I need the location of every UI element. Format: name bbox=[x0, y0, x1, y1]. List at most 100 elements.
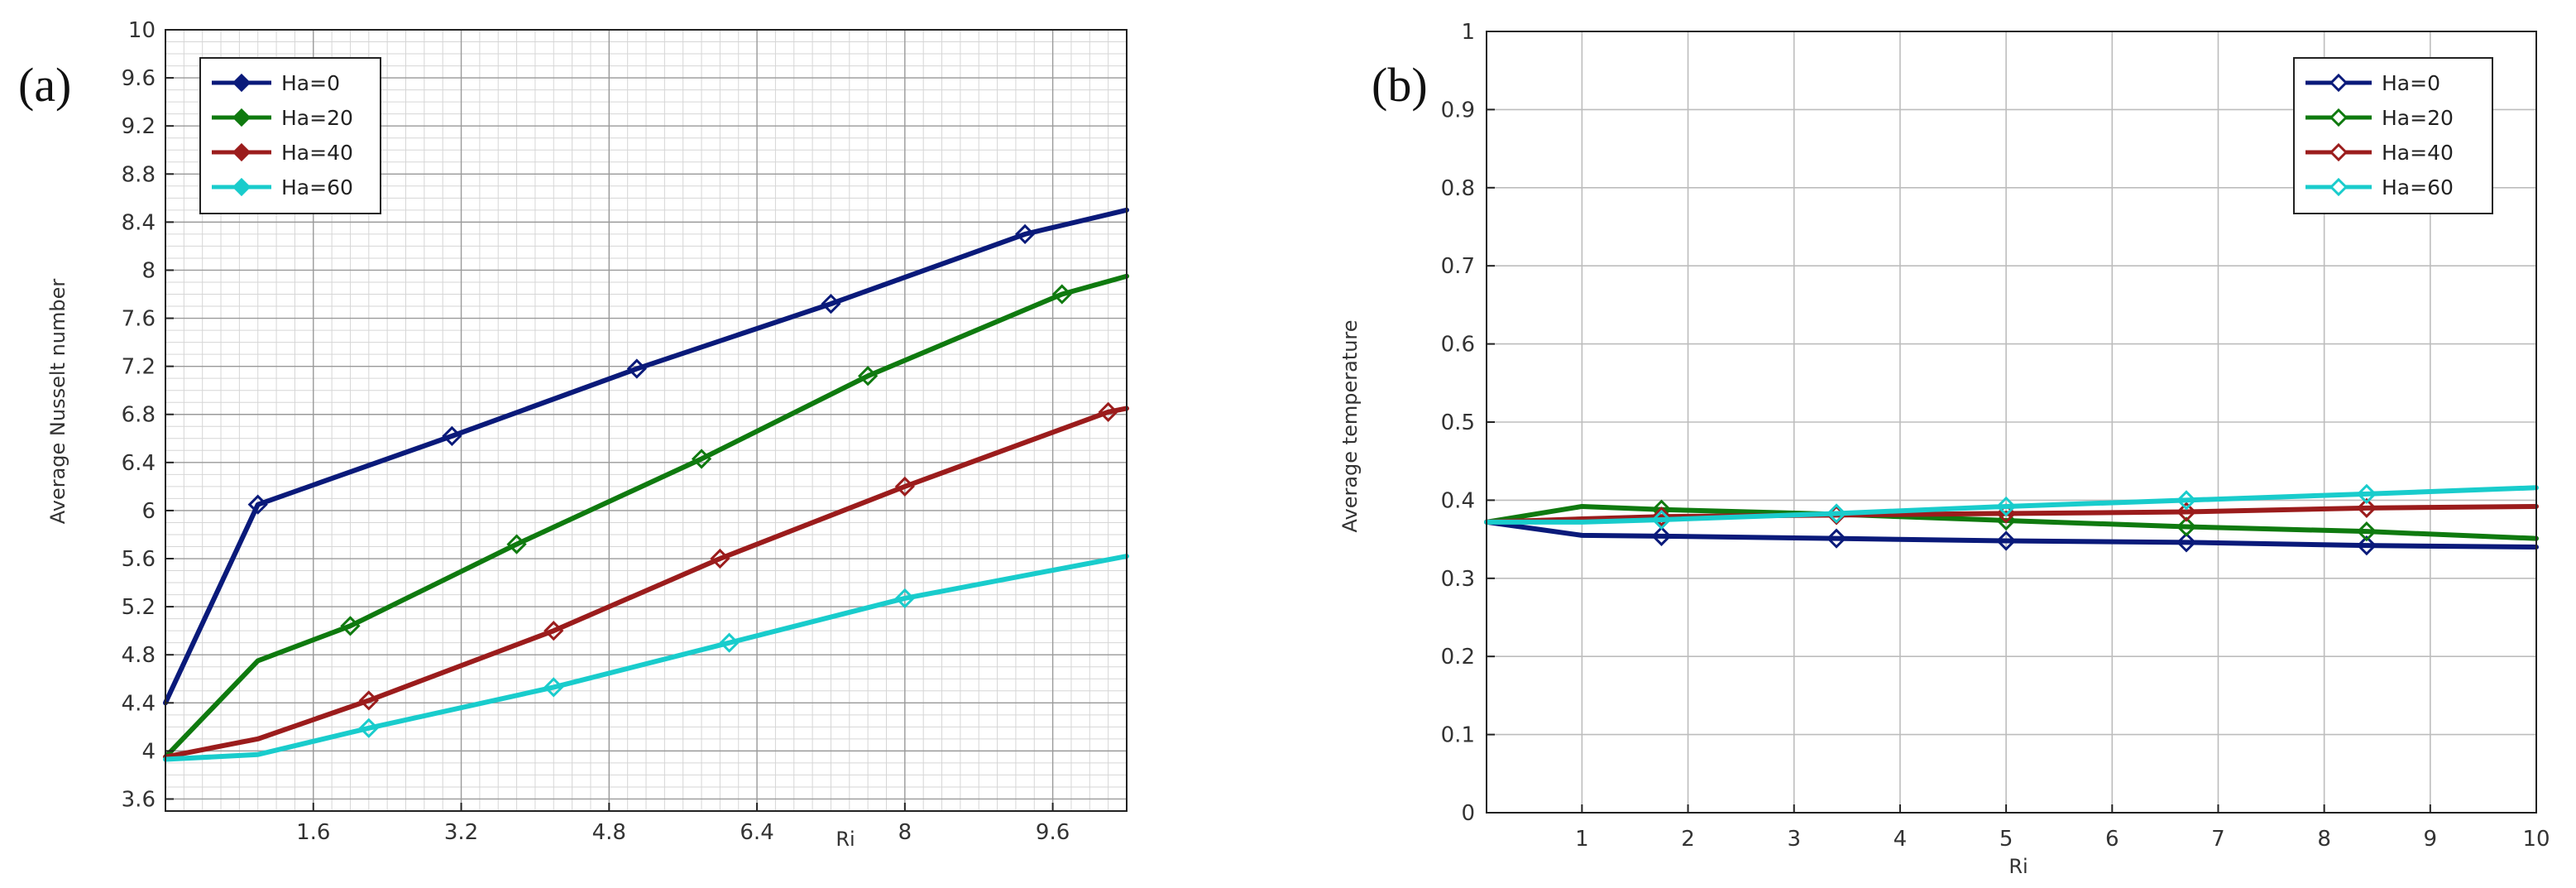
panel-a-series-marker-0 bbox=[626, 358, 647, 379]
panel-b-series-marker-0 bbox=[2356, 535, 2377, 556]
panel-a-legend-label-2: Ha=40 bbox=[281, 141, 353, 165]
panel-a-series-marker-3 bbox=[543, 677, 564, 698]
panel-a-x-tick-label: 1.6 bbox=[296, 820, 330, 845]
panel-a-y-axis-title: Average Nusselt number bbox=[46, 279, 69, 525]
panel-b-y-tick-label: 0.6 bbox=[1441, 333, 1475, 358]
panel-b-series-marker-3 bbox=[2356, 483, 2377, 504]
panel-a-y-tick-label: 6.8 bbox=[122, 403, 156, 428]
panel-a-y-tick-label: 5.2 bbox=[122, 595, 156, 620]
panel-b-x-tick-label: 4 bbox=[1894, 827, 1908, 852]
panel-a-y-tick-label: 7.2 bbox=[122, 355, 156, 380]
panel-b-legend-label-3: Ha=60 bbox=[2382, 175, 2454, 199]
panel-b-series-line-0 bbox=[1484, 519, 2539, 550]
panel-a-legend-label-1: Ha=20 bbox=[281, 106, 353, 130]
panel-a-y-tick-label: 4 bbox=[141, 739, 156, 764]
panel-a-y-tick-label: 8.4 bbox=[122, 210, 156, 235]
panel-a-y-tick-label: 3.6 bbox=[122, 787, 156, 812]
panel-b-series-marker-0 bbox=[1651, 526, 1672, 546]
panel-b-series-marker-3 bbox=[1995, 496, 2017, 517]
panel-a-x-axis-title: Ri bbox=[836, 828, 855, 851]
panel-b-x-tick-label: 6 bbox=[2105, 827, 2119, 852]
panel-a-legend: Ha=0 Ha=20 Ha=40 Ha=60 bbox=[199, 57, 381, 214]
panel-a-series-line-0 bbox=[163, 207, 1129, 706]
panel-b-legend-marker-0 bbox=[2329, 73, 2349, 93]
panel-b-letter: (b) bbox=[1372, 58, 1428, 112]
panel-b-legend-marker-2 bbox=[2329, 142, 2349, 162]
panel-a-y-tick-label: 8.8 bbox=[122, 162, 156, 187]
panel-b-series-marker-0 bbox=[1995, 530, 2017, 551]
panel-b-y-tick-label: 0 bbox=[1461, 801, 1475, 826]
panel-b-legend: Ha=0 Ha=20 Ha=40 Ha=60 bbox=[2293, 57, 2493, 214]
panel-b-series-line-1 bbox=[1484, 503, 2539, 541]
panel-b-chart: (b) 1 2 3 4 5 6 7 8 9 10 0 0.1 0.2 0.3 0.4 0.5 0.6 0.7 0.8… bbox=[1338, 20, 2550, 878]
panel-b-series-marker-3 bbox=[1651, 509, 1672, 530]
panel-b-series-marker-0 bbox=[1826, 528, 1847, 549]
panel-a-series-marker-0 bbox=[821, 294, 841, 314]
panel-b-x-tick-label: 9 bbox=[2424, 827, 2438, 852]
panel-a-x-tick-label: 9.6 bbox=[1036, 820, 1070, 845]
panel-a-series-marker-1 bbox=[858, 366, 879, 386]
panel-b-y-tick-label: 1 bbox=[1461, 20, 1475, 45]
panel-a-y-tick-label: 9.6 bbox=[122, 66, 156, 91]
panel-b-series-marker-0 bbox=[2176, 532, 2197, 553]
panel-a-legend-label-0: Ha=0 bbox=[281, 71, 340, 95]
panel-b-series-line-2 bbox=[1484, 503, 2539, 525]
panel-a-legend-marker-1 bbox=[232, 108, 251, 127]
panel-a-series-line-2 bbox=[163, 406, 1129, 760]
panel-a-series-marker-0 bbox=[247, 494, 268, 515]
panel-b-y-tick-label: 0.4 bbox=[1441, 488, 1475, 513]
panel-b-y-tick-label: 0.3 bbox=[1441, 567, 1475, 592]
panel-a-plot-frame bbox=[165, 29, 1128, 812]
panel-a-legend-marker-0 bbox=[232, 73, 251, 93]
panel-a-series-marker-2 bbox=[710, 548, 730, 569]
panel-b-y-tick-label: 0.7 bbox=[1441, 254, 1475, 279]
panel-b-x-tick-label: 5 bbox=[1999, 827, 2013, 852]
panel-b-series-marker-2 bbox=[2356, 497, 2377, 518]
panel-b-x-tick-label: 8 bbox=[2317, 827, 2331, 852]
panel-a-series-marker-3 bbox=[894, 588, 915, 609]
panel-a-series-marker-2 bbox=[543, 621, 564, 641]
panel-b-x-tick-label: 1 bbox=[1575, 827, 1589, 852]
panel-a-x-tick-label: 6.4 bbox=[740, 820, 773, 845]
panel-b-series-line-3 bbox=[1484, 485, 2539, 525]
panel-a-legend-marker-3 bbox=[232, 177, 251, 197]
panel-b-series-marker-3 bbox=[1826, 503, 1847, 524]
panel-a-series-marker-3 bbox=[719, 632, 740, 653]
panel-a-legend-label-3: Ha=60 bbox=[281, 175, 353, 199]
panel-a-series-marker-0 bbox=[1014, 223, 1036, 245]
panel-a-y-tick-label: 7.6 bbox=[122, 307, 156, 332]
panel-a-y-tick-label: 10 bbox=[128, 18, 156, 43]
panel-a-x-tick-label: 4.8 bbox=[592, 820, 626, 845]
panel-b-legend-label-1: Ha=20 bbox=[2382, 106, 2454, 130]
panel-a-legend-marker-2 bbox=[232, 142, 251, 162]
panel-b-x-tick-label: 10 bbox=[2522, 827, 2550, 852]
panel-a-series-marker-0 bbox=[442, 425, 462, 447]
panel-b-x-tick-label: 2 bbox=[1681, 827, 1695, 852]
panel-a-series-marker-2 bbox=[894, 476, 915, 497]
panel-b-x-axis-title: Ri bbox=[2009, 855, 2028, 878]
panel-b-y-tick-label: 0.2 bbox=[1441, 645, 1475, 670]
panel-b-series-marker-1 bbox=[2176, 516, 2197, 537]
panel-a-series-marker-1 bbox=[340, 616, 361, 636]
panel-a-x-tick-label: 3.2 bbox=[444, 820, 478, 845]
panel-b-legend-label-2: Ha=40 bbox=[2382, 141, 2454, 165]
panel-a-y-tick-label: 4.8 bbox=[122, 643, 156, 668]
panel-a-series-line-1 bbox=[163, 273, 1129, 760]
panel-a-y-tick-label: 5.6 bbox=[122, 547, 156, 572]
panel-b-series-marker-1 bbox=[2356, 521, 2377, 542]
panel-a-y-tick-label: 6.4 bbox=[122, 451, 156, 476]
panel-b-x-tick-label: 3 bbox=[1787, 827, 1801, 852]
panel-a-series-marker-1 bbox=[1051, 284, 1072, 305]
panel-a-series-marker-1 bbox=[506, 534, 527, 554]
panel-a-series-marker-2 bbox=[358, 690, 379, 711]
panel-a-y-tick-label: 6 bbox=[141, 499, 156, 524]
panel-b-y-tick-label: 0.9 bbox=[1441, 98, 1475, 122]
panel-b-y-axis-title: Average temperature bbox=[1338, 319, 1362, 532]
panel-b-y-tick-label: 0.8 bbox=[1441, 176, 1475, 201]
panel-a-y-tick-label: 4.4 bbox=[122, 691, 156, 716]
panel-b-legend-marker-1 bbox=[2329, 108, 2349, 127]
panel-a-letter: (a) bbox=[18, 58, 71, 112]
panel-b-series-marker-2 bbox=[2176, 502, 2197, 522]
panel-b-y-tick-label: 0.5 bbox=[1441, 410, 1475, 435]
